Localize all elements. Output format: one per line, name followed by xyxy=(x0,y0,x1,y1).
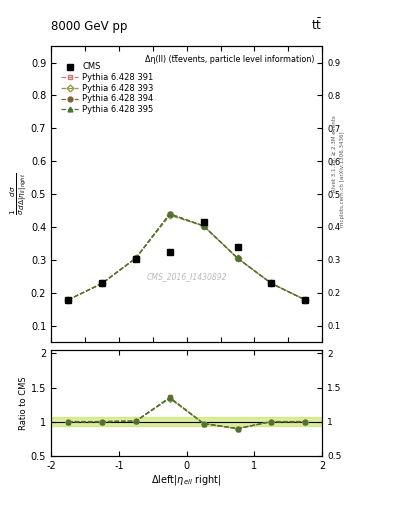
Legend: CMS, Pythia 6.428 391, Pythia 6.428 393, Pythia 6.428 394, Pythia 6.428 395: CMS, Pythia 6.428 391, Pythia 6.428 393,… xyxy=(58,59,157,117)
Y-axis label: $\frac{1}{\sigma}\frac{d\sigma}{d\Delta|\eta_{ll}|_{right}}$: $\frac{1}{\sigma}\frac{d\sigma}{d\Delta|… xyxy=(9,173,29,215)
Text: 8000 GeV pp: 8000 GeV pp xyxy=(51,20,127,33)
Text: mcplots.cern.ch [arXiv:1306.3436]: mcplots.cern.ch [arXiv:1306.3436] xyxy=(340,132,345,227)
X-axis label: $\Delta$left$|\eta_{ell}$ right$|$: $\Delta$left$|\eta_{ell}$ right$|$ xyxy=(151,473,222,487)
Text: CMS_2016_I1430892: CMS_2016_I1430892 xyxy=(147,272,227,282)
CMS xyxy=(201,219,206,225)
CMS xyxy=(99,281,104,287)
Bar xyxy=(51,417,322,426)
CMS xyxy=(235,244,240,250)
Text: t$\bar{\mathregular{t}}$: t$\bar{\mathregular{t}}$ xyxy=(311,18,322,33)
Text: Δη(ll) (tt̅events, particle level information): Δη(ll) (tt̅events, particle level inform… xyxy=(145,55,314,64)
CMS xyxy=(66,297,70,303)
CMS xyxy=(269,281,274,287)
CMS xyxy=(303,297,308,303)
Y-axis label: Ratio to CMS: Ratio to CMS xyxy=(19,376,28,430)
CMS xyxy=(167,248,172,254)
Line: CMS: CMS xyxy=(64,219,309,304)
CMS xyxy=(134,255,138,262)
Text: Rivet 3.1.10, ≥ 2.3M events: Rivet 3.1.10, ≥ 2.3M events xyxy=(332,115,337,192)
